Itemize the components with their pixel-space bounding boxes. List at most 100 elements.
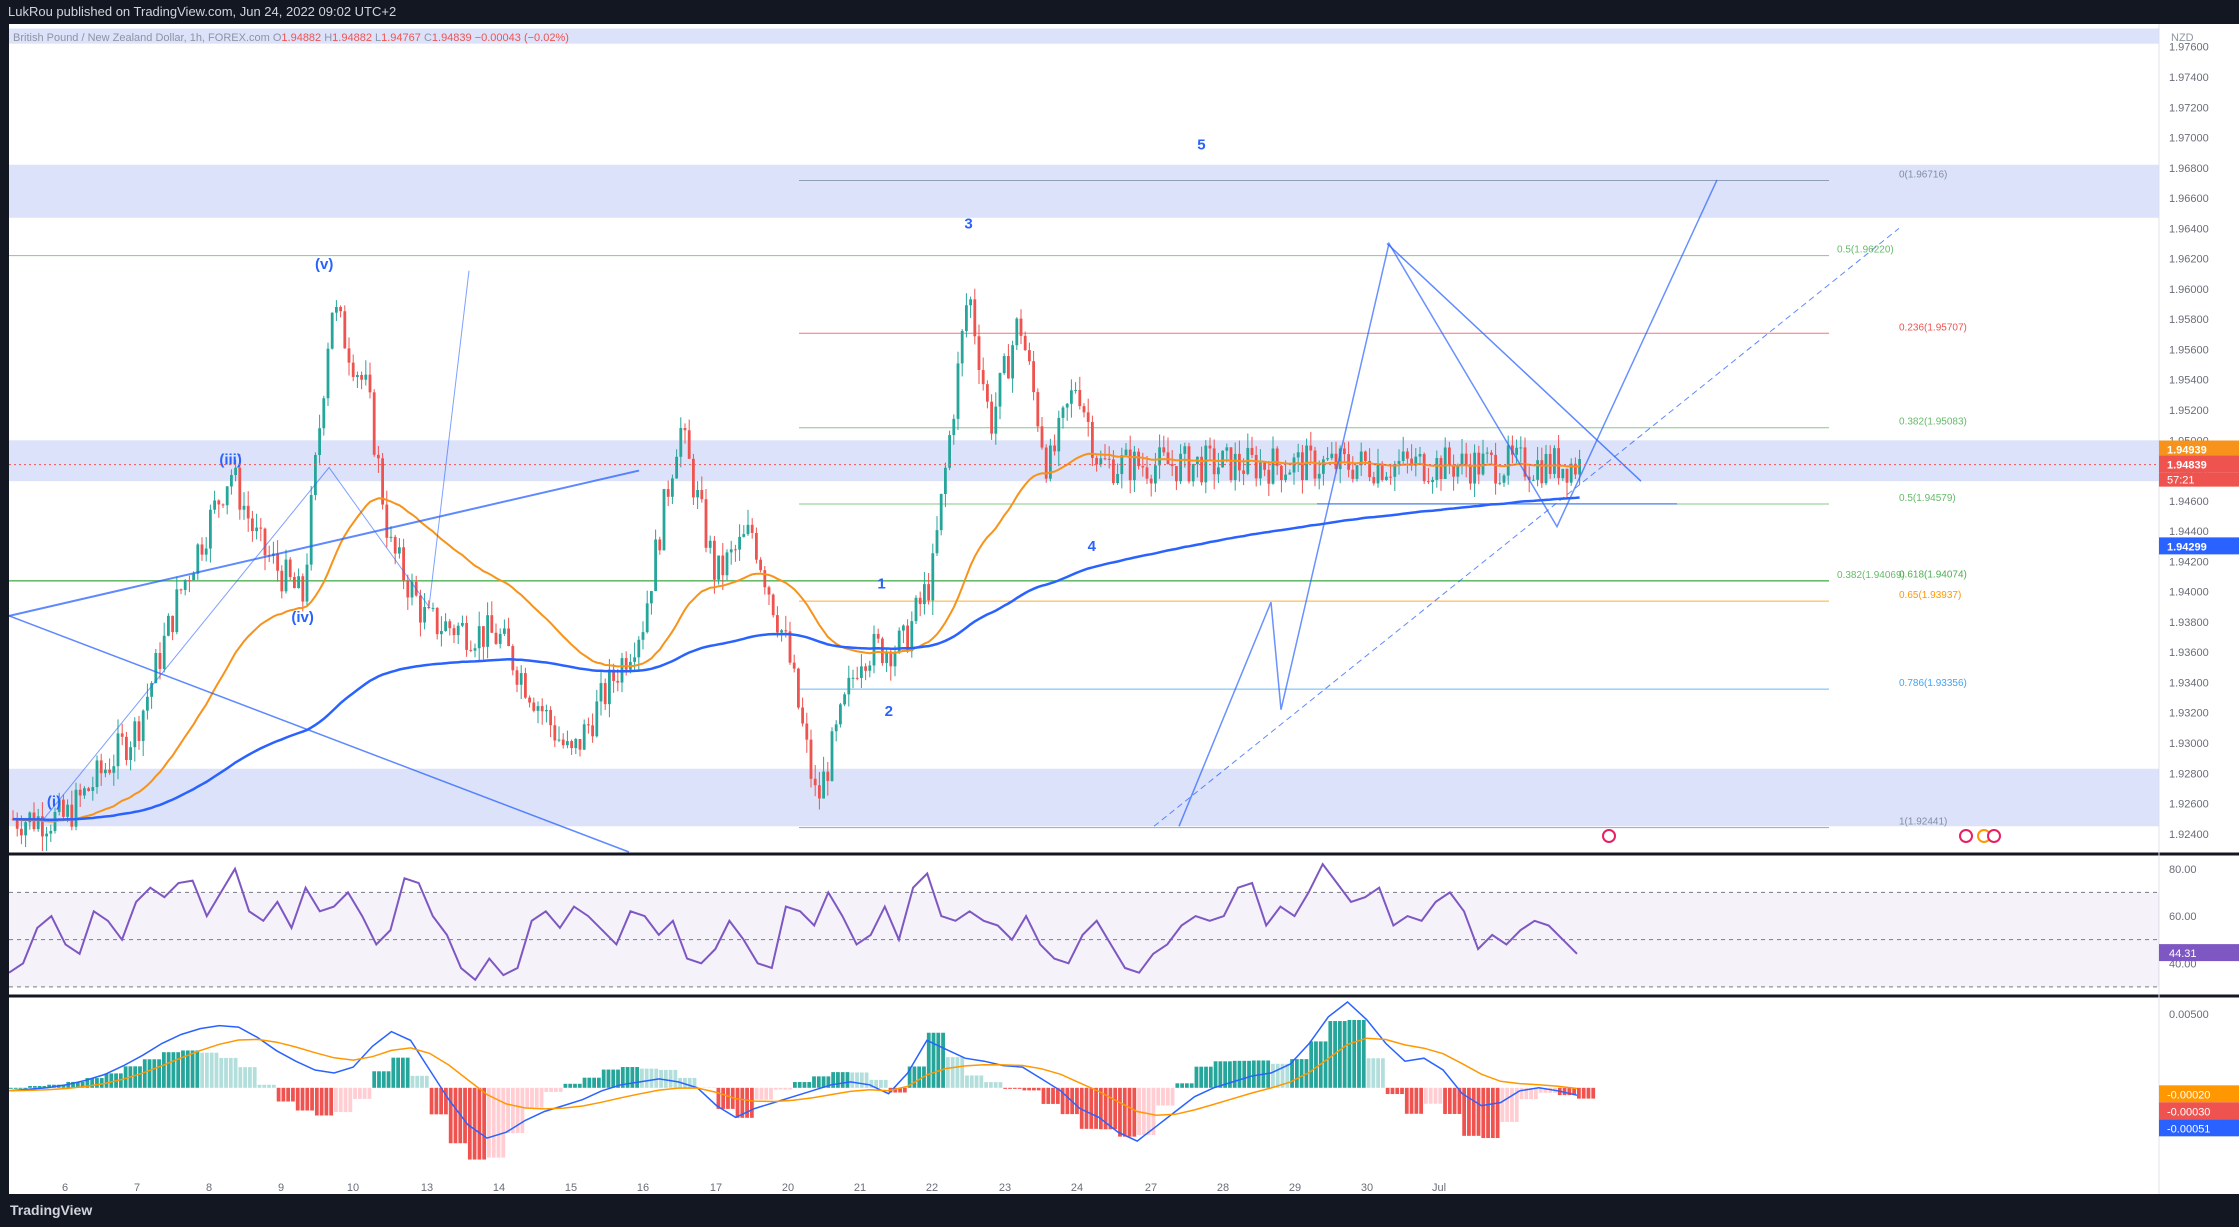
macd-histogram-bar	[1290, 1059, 1294, 1088]
candle-body	[797, 668, 800, 708]
macd-histogram-bar	[1084, 1087, 1089, 1129]
macd-histogram-bar	[644, 1068, 649, 1088]
macd-signal-line	[9, 1037, 1578, 1116]
fib-level-label: 0.786(1.93356)	[1899, 678, 1967, 689]
macd-histogram-bar	[1481, 1087, 1486, 1139]
candle-body	[1028, 350, 1031, 362]
candle-body	[377, 454, 380, 459]
candle-body	[162, 635, 166, 669]
chart-canvas[interactable]: 0(1.96716) 0.5(1.96220) 0.236(1.95707) 0.38…	[9, 24, 2239, 1194]
trendline-rising	[9, 469, 640, 617]
candle-body	[66, 804, 69, 817]
candle-body	[918, 597, 922, 605]
macd-histogram-bar	[224, 1057, 228, 1088]
candle-body	[217, 500, 221, 505]
candle-body	[1040, 426, 1044, 448]
macd-histogram-bar	[99, 1078, 104, 1088]
macd-histogram-bar	[1342, 1021, 1347, 1088]
candle-body	[780, 630, 783, 633]
economic-event-icon	[1959, 829, 1973, 843]
macd-histogram-bar	[568, 1083, 573, 1088]
candle-body	[717, 555, 720, 580]
fib-level-label: 0.382(1.94069)	[1837, 570, 1905, 581]
candle-body	[1380, 463, 1384, 480]
macd-histogram-bar	[1208, 1066, 1213, 1088]
candle-body	[1149, 478, 1153, 484]
macd-histogram-bar	[1151, 1087, 1156, 1136]
sr-zone	[9, 28, 2159, 44]
candle-body	[490, 615, 494, 633]
macd-histogram-bar	[1185, 1083, 1189, 1088]
candle-body	[994, 406, 998, 434]
candle-body	[1116, 474, 1119, 484]
price-tick: 1.94400	[2169, 526, 2209, 538]
candle-body	[1452, 465, 1455, 477]
macd-histogram-bar	[415, 1075, 420, 1088]
fib-level-label: 1(1.92441)	[1899, 817, 1947, 828]
candle-body	[473, 648, 477, 651]
candle-body	[1103, 458, 1107, 460]
macd-histogram-bar	[974, 1075, 979, 1088]
rsi-line	[9, 862, 1578, 982]
candle-body	[612, 669, 615, 681]
candle-body	[402, 547, 405, 581]
candle-body	[120, 733, 124, 737]
symbol-legend: British Pound / New Zealand Dollar, 1h, …	[13, 32, 569, 44]
time-tick: 8	[206, 1182, 212, 1194]
price-tick: 1.95200	[2169, 405, 2209, 417]
candle-body	[423, 607, 426, 623]
candle-body	[461, 623, 464, 626]
wedge-upper-line	[1386, 242, 1642, 482]
price-tick: 1.96400	[2169, 223, 2209, 235]
candle-body	[826, 771, 830, 781]
candle-body	[641, 632, 645, 640]
candle-body	[125, 736, 128, 760]
macd-histogram-bar	[1438, 1087, 1443, 1104]
candle-body	[1204, 445, 1208, 483]
macd-histogram-bar	[1337, 1021, 1342, 1088]
candle-body	[851, 677, 855, 679]
candle-body	[406, 580, 410, 598]
macd-histogram-bar	[262, 1084, 267, 1088]
macd-histogram-value: -0.00030	[2167, 1106, 2210, 1118]
macd-histogram-bar	[1510, 1087, 1514, 1122]
rsi-value: 44.31	[2169, 948, 2197, 960]
macd-histogram-bar	[898, 1087, 902, 1093]
candle-body	[582, 724, 586, 750]
candle-body	[650, 591, 653, 604]
candle-body	[633, 657, 636, 662]
candle-body	[1456, 465, 1460, 477]
macd-histogram-bar	[1232, 1060, 1237, 1088]
price-tick: 1.92800	[2169, 768, 2209, 780]
macd-histogram-bar	[472, 1087, 477, 1160]
macd-histogram-bar	[1223, 1061, 1228, 1088]
price-tick: 1.92600	[2169, 799, 2209, 811]
candle-body	[683, 428, 687, 431]
macd-histogram-bar	[1476, 1087, 1481, 1136]
brand-logo[interactable]: TradingView	[10, 1202, 93, 1218]
candle-body	[322, 398, 326, 429]
macd-histogram-bar	[1089, 1087, 1094, 1129]
candle-body	[750, 524, 754, 533]
candle-body	[1267, 469, 1271, 484]
candle-body	[910, 621, 914, 652]
wave-channel-line	[1153, 227, 1900, 827]
candle-body	[1217, 467, 1220, 475]
candle-body	[356, 375, 359, 377]
candle-body	[763, 570, 767, 588]
candle-body	[876, 633, 880, 639]
ema-fast-value-bg	[2159, 440, 2239, 458]
candle-body	[696, 490, 699, 498]
macd-histogram-bar	[1505, 1087, 1510, 1122]
candle-body	[1002, 356, 1006, 374]
candle-body	[1280, 465, 1283, 481]
macd-histogram-bar	[1514, 1087, 1519, 1122]
candle-body	[305, 564, 309, 602]
macd-histogram-bar	[1581, 1087, 1586, 1099]
macd-histogram-bar	[864, 1072, 869, 1088]
candle-body	[561, 739, 565, 746]
candle-body	[729, 549, 733, 553]
countdown-bg	[2159, 472, 2239, 487]
macd-histogram-bar	[630, 1067, 635, 1088]
time-tick: 10	[347, 1182, 359, 1194]
